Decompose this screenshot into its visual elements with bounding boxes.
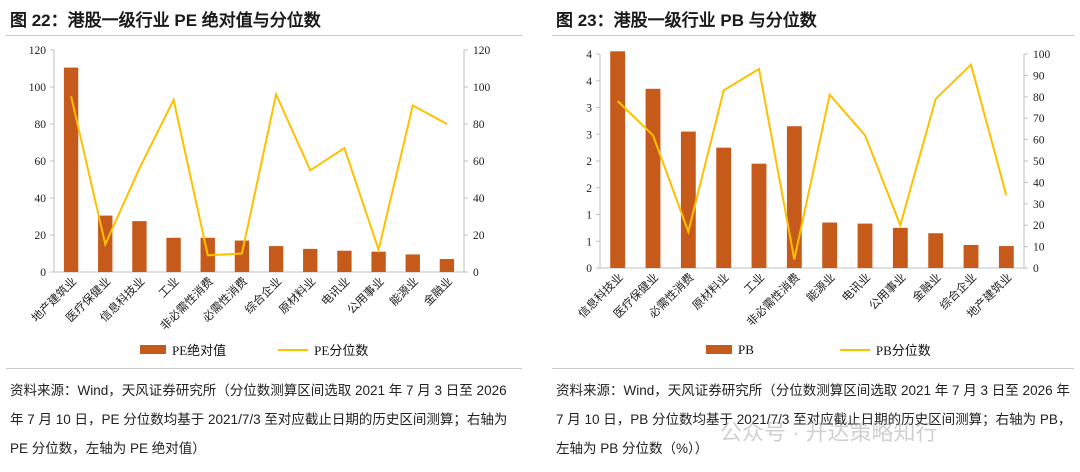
right-chart-bar	[892, 227, 908, 268]
right-chart-right-tick-label: 60	[1033, 135, 1045, 147]
left-legend-bar-swatch	[140, 345, 166, 354]
left-chart-bar	[234, 240, 250, 272]
left-chart-right-tick-label: 40	[473, 193, 485, 205]
right-chart-right-tick-label: 90	[1033, 70, 1045, 82]
right-chart-left-tick-label: 4	[586, 49, 592, 61]
right-title-divider	[552, 35, 1074, 36]
right-chart-left-tick-label: 3	[586, 129, 592, 141]
left-source-divider	[6, 368, 522, 369]
left-chart-panel: 图 22：港股一级行业 PE 绝对值与分位数 0 20 40 60 80 100 120 0 2…	[0, 0, 528, 472]
left-chart-bar	[371, 251, 386, 272]
left-chart-percentile-line	[70, 91, 448, 257]
right-chart-left-tick-label: 2	[586, 183, 592, 195]
right-chart-bar	[857, 223, 873, 268]
left-pe-chart: 020406080100120020406080100120地产建筑业医疗保健业…	[29, 45, 491, 333]
right-chart-right-tick-label: 20	[1033, 220, 1045, 232]
left-legend: PE绝对值 PE分位数	[140, 340, 368, 359]
right-chart-left-tick-label: 1	[586, 210, 592, 222]
right-figure-title: 图 23：港股一级行业 PB 与分位数	[556, 11, 817, 30]
left-chart-left-tick-label: 80	[35, 119, 47, 131]
left-chart-left-tick-label: 120	[29, 45, 47, 57]
left-chart-category-label: 工业	[156, 275, 181, 300]
right-source-divider	[552, 368, 1074, 369]
left-chart-right-tick-label: 0	[473, 267, 479, 279]
left-legend-line-label: PE分位数	[314, 343, 369, 358]
right-chart-category-label: 电讯业	[840, 271, 874, 305]
left-chart-category-label: 金融业	[421, 274, 455, 308]
right-chart-category-label: 公用事业	[867, 271, 909, 313]
left-chart-right-tick-label: 80	[473, 119, 485, 131]
right-chart-bar	[928, 233, 944, 268]
right-legend-bar-swatch	[706, 345, 732, 354]
left-title-divider	[6, 35, 522, 36]
right-chart-left-tick-label: 3	[586, 103, 592, 115]
left-chart-bar	[132, 221, 147, 272]
right-chart-left-tick-label: 4	[586, 76, 592, 88]
left-legend-bar-label: PE绝对值	[172, 343, 227, 358]
left-chart-category-label: 公用事业	[345, 275, 387, 317]
left-chart-bar	[337, 250, 352, 272]
right-chart-bar	[680, 131, 696, 268]
right-chart-category-label: 原材料业	[689, 270, 731, 312]
right-chart-bar	[963, 244, 979, 268]
right-chart-bar	[822, 222, 838, 268]
right-chart-bar	[716, 147, 732, 268]
left-chart-left-tick-label: 60	[35, 156, 47, 168]
left-chart-bar	[63, 67, 79, 272]
right-chart-right-tick-label: 50	[1033, 156, 1045, 168]
right-chart-bar	[645, 88, 661, 269]
right-chart-left-tick-label: 2	[586, 156, 592, 168]
left-chart-category-label: 电讯业	[319, 275, 353, 309]
right-chart-category-label: 金融业	[909, 270, 943, 304]
right-chart-bar	[998, 246, 1014, 268]
right-chart-category-label: 能源业	[803, 270, 837, 304]
left-chart-left-tick-label: 40	[35, 193, 47, 205]
right-legend-bar: PB	[706, 340, 754, 359]
left-chart-right-tick-label: 60	[473, 156, 485, 168]
left-chart-left-tick-label: 0	[40, 267, 46, 279]
right-chart-panel: 图 23：港股一级行业 PB 与分位数 0 1 1 2 2 3 3 4 4 0 10 20 30 40 50…	[546, 0, 1080, 472]
right-chart-percentile-line	[617, 62, 1008, 260]
left-chart-category-label: 原材料业	[276, 274, 318, 316]
right-pb-chart: 0112233440102030405060708090100信息科技业医疗保健…	[575, 49, 1051, 329]
right-legend: PB PB分位数	[706, 340, 931, 359]
right-chart-category-label: 工业	[742, 271, 767, 296]
right-chart-bar	[751, 163, 767, 268]
left-chart-bar	[268, 246, 284, 272]
right-chart-right-tick-label: 0	[1033, 263, 1039, 275]
right-source-note: 资料来源：Wind，天风证券研究所（分位数测算区间选取 2021 年 7 月 3…	[556, 383, 1072, 456]
left-chart-category-label: 综合企业	[242, 274, 284, 316]
left-source-note: 资料来源：Wind，天风证券研究所（分位数测算区间选取 2021 年 7 月 3…	[10, 383, 508, 456]
left-chart-bar	[405, 254, 420, 272]
left-chart-left-tick-label: 20	[35, 230, 47, 242]
left-chart-right-tick-label: 100	[473, 82, 491, 94]
left-chart-bar	[439, 259, 455, 272]
left-chart-bar	[166, 237, 181, 272]
right-chart-right-tick-label: 10	[1033, 242, 1045, 254]
right-chart-left-tick-label: 0	[586, 263, 592, 275]
left-chart-right-tick-label: 20	[473, 230, 485, 242]
right-legend-line-swatch	[839, 348, 870, 351]
left-chart-right-tick-label: 120	[473, 45, 491, 57]
right-chart-right-tick-label: 100	[1033, 49, 1051, 61]
right-chart-bar	[786, 126, 802, 268]
left-chart-category-label: 能源业	[387, 274, 421, 308]
right-legend-bar-label: PB	[738, 341, 754, 357]
right-legend-line-label: PB分位数	[875, 343, 931, 358]
left-chart-left-tick-label: 100	[29, 82, 47, 94]
right-legend-line: PB分位数	[839, 340, 931, 359]
right-chart-right-tick-label: 70	[1033, 113, 1045, 125]
left-legend-bar: PE绝对值	[140, 340, 226, 359]
right-chart-right-tick-label: 80	[1033, 92, 1045, 104]
right-chart-right-tick-label: 30	[1033, 199, 1045, 211]
left-legend-line-swatch	[278, 348, 309, 351]
right-chart-left-tick-label: 1	[586, 236, 592, 248]
left-chart-bar	[303, 248, 318, 272]
left-figure-title: 图 22：港股一级行业 PE 绝对值与分位数	[10, 11, 321, 30]
left-legend-line: PE分位数	[278, 340, 368, 359]
right-chart-right-tick-label: 40	[1033, 177, 1045, 189]
right-chart-bar	[610, 51, 626, 269]
